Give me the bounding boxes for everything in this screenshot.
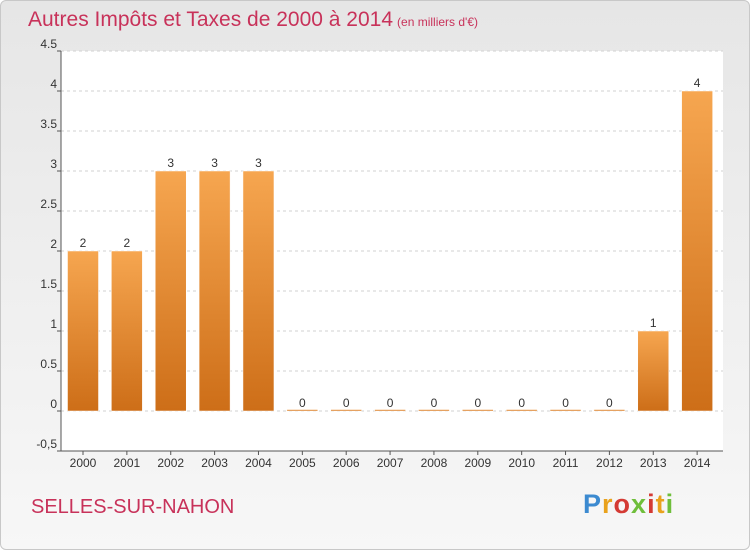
logo-letter: r [602,489,614,519]
bar [330,409,362,412]
x-tick-label: 2003 [201,456,228,470]
bar [154,170,187,412]
y-tick-label: 3 [50,157,57,171]
bar [198,170,231,412]
bar [462,409,494,412]
x-tick-label: 2001 [114,456,141,470]
x-tick-label: 2011 [553,456,579,470]
x-tick-label: 2008 [421,456,448,470]
y-tick-label: -0,5 [36,437,57,451]
data-label: 0 [299,396,306,410]
y-tick-label: 2 [50,237,57,251]
data-label: 0 [343,396,350,410]
y-tick-label: 1.5 [40,277,57,291]
data-label: 3 [255,156,262,170]
data-label: 1 [650,316,657,330]
logo-letter: t [655,489,666,519]
data-label: 0 [431,396,438,410]
y-tick-label: 0.5 [40,357,57,371]
bar [374,409,406,412]
y-tick-label: 3.5 [40,117,57,131]
x-tick-label: 2010 [508,456,535,470]
bar [67,250,99,412]
bar [549,409,582,412]
bar [111,250,143,412]
data-label: 0 [562,396,569,410]
y-tick-label: 4 [50,77,57,91]
proxiti-logo: Proxiti [583,489,674,520]
y-tick-label: 4.5 [40,37,57,51]
data-label: 4 [694,76,701,90]
x-tick-label: 2005 [289,456,316,470]
logo-letter: i [665,489,675,519]
data-label: 2 [80,236,87,250]
town-name: SELLES-SUR-NAHON [31,496,235,518]
data-label: 0 [474,396,481,410]
logo-letter: P [583,489,603,519]
bar [681,90,713,412]
data-label: 3 [211,156,218,170]
data-label: 0 [606,396,613,410]
bar [242,170,275,412]
logo-letter: i [647,489,656,519]
x-tick-label: 2013 [640,456,667,470]
data-label: 0 [518,396,525,410]
bar [593,409,626,412]
x-tick-label: 2014 [684,456,711,470]
x-tick-label: 2002 [157,456,184,470]
y-tick-label: 2.5 [40,197,57,211]
bar [637,330,670,412]
data-label: 0 [387,396,394,410]
chart-title: Autres Impôts et Taxes de 2000 à 2014 (en… [28,8,478,32]
logo-letter: x [631,489,648,519]
chart-title-text: Autres Impôts et Taxes de 2000 à 2014 [28,8,394,31]
y-tick-label: 0 [50,397,57,411]
data-label: 2 [124,236,131,250]
bar [286,409,319,412]
chart-unit: (en milliers d'€) [397,15,479,29]
logo-letter: o [613,489,632,519]
y-tick-label: 1 [50,317,57,331]
x-tick-label: 2009 [464,456,491,470]
bar [505,409,538,412]
x-tick-label: 2004 [245,456,272,470]
x-tick-label: 2006 [333,456,360,470]
x-tick-label: 2012 [596,456,623,470]
data-label: 3 [167,156,174,170]
x-tick-label: 2007 [377,456,404,470]
x-tick-label: 2000 [70,456,97,470]
bar [418,409,450,412]
